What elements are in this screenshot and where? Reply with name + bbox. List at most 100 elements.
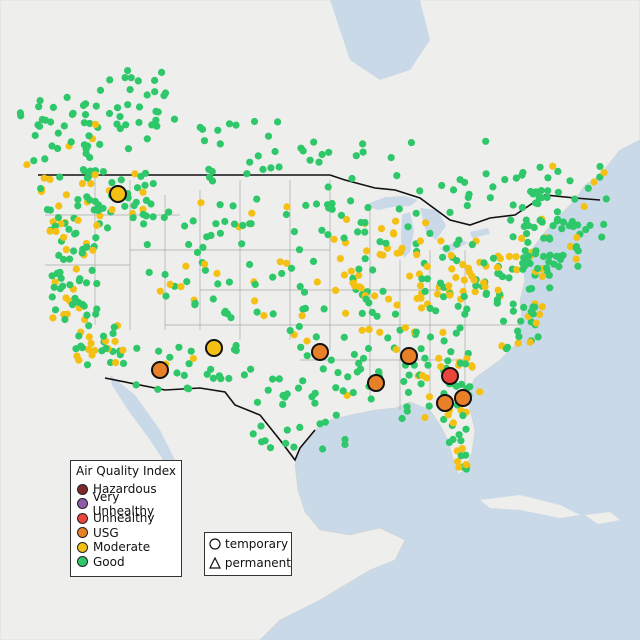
monitor-marker[interactable] [74, 202, 82, 210]
monitor-marker[interactable] [403, 407, 411, 415]
monitor-marker[interactable] [468, 241, 476, 249]
monitor-marker[interactable] [111, 337, 119, 345]
monitor-marker[interactable] [318, 226, 326, 234]
monitor-marker[interactable] [369, 266, 377, 274]
monitor-marker[interactable] [240, 371, 248, 379]
monitor-marker[interactable] [438, 181, 446, 190]
monitor-marker[interactable] [182, 262, 190, 270]
monitor-marker[interactable] [149, 213, 157, 221]
monitor-marker[interactable] [40, 174, 48, 182]
monitor-marker[interactable] [509, 201, 517, 209]
monitor-marker[interactable] [361, 228, 369, 236]
highlighted-monitor-marker[interactable] [311, 343, 329, 361]
monitor-marker[interactable] [376, 328, 384, 336]
monitor-marker[interactable] [99, 332, 108, 340]
monitor-marker[interactable] [31, 131, 39, 140]
monitor-marker[interactable] [513, 266, 521, 274]
monitor-marker[interactable] [57, 220, 65, 228]
monitor-marker[interactable] [452, 273, 460, 282]
monitor-marker[interactable] [412, 209, 420, 217]
monitor-marker[interactable] [553, 208, 562, 216]
monitor-marker[interactable] [239, 221, 247, 229]
monitor-marker[interactable] [538, 272, 547, 280]
monitor-marker[interactable] [446, 208, 454, 216]
monitor-marker[interactable] [537, 187, 545, 195]
monitor-marker[interactable] [61, 315, 69, 324]
monitor-marker[interactable] [54, 144, 62, 153]
monitor-marker[interactable] [373, 312, 381, 320]
monitor-marker[interactable] [327, 356, 335, 364]
monitor-marker[interactable] [185, 360, 193, 368]
monitor-marker[interactable] [363, 247, 371, 255]
monitor-marker[interactable] [276, 258, 284, 266]
monitor-marker[interactable] [358, 309, 366, 317]
monitor-marker[interactable] [87, 180, 95, 188]
monitor-marker[interactable] [69, 109, 77, 117]
monitor-marker[interactable] [93, 280, 101, 288]
monitor-marker[interactable] [85, 333, 93, 341]
monitor-marker[interactable] [482, 290, 490, 298]
monitor-marker[interactable] [376, 250, 384, 259]
monitor-marker[interactable] [466, 383, 474, 391]
monitor-marker[interactable] [30, 157, 38, 165]
monitor-marker[interactable] [193, 248, 202, 256]
monitor-marker[interactable] [254, 152, 262, 160]
monitor-marker[interactable] [337, 211, 345, 219]
monitor-marker[interactable] [66, 255, 74, 263]
monitor-marker[interactable] [342, 309, 350, 317]
monitor-marker[interactable] [463, 202, 471, 210]
monitor-marker[interactable] [137, 172, 145, 180]
monitor-marker[interactable] [416, 237, 424, 245]
monitor-marker[interactable] [203, 233, 211, 241]
monitor-marker[interactable] [274, 118, 282, 126]
monitor-marker[interactable] [92, 234, 100, 242]
monitor-marker[interactable] [507, 216, 515, 224]
monitor-marker[interactable] [119, 359, 128, 367]
monitor-marker[interactable] [452, 329, 460, 337]
monitor-marker[interactable] [283, 203, 291, 211]
monitor-marker[interactable] [110, 323, 118, 331]
monitor-marker[interactable] [501, 176, 509, 184]
monitor-marker[interactable] [170, 115, 179, 123]
monitor-marker[interactable] [189, 354, 197, 363]
monitor-marker[interactable] [121, 202, 129, 210]
monitor-marker[interactable] [404, 223, 412, 231]
monitor-marker[interactable] [283, 426, 291, 434]
monitor-marker[interactable] [455, 431, 463, 439]
monitor-marker[interactable] [357, 365, 365, 373]
monitor-marker[interactable] [330, 235, 338, 243]
monitor-marker[interactable] [596, 162, 604, 171]
highlighted-monitor-marker[interactable] [441, 367, 459, 385]
monitor-marker[interactable] [74, 196, 82, 204]
monitor-marker[interactable] [62, 191, 70, 199]
monitor-marker[interactable] [418, 275, 426, 283]
monitor-marker[interactable] [393, 301, 401, 309]
monitor-marker[interactable] [200, 137, 209, 145]
monitor-marker[interactable] [515, 333, 523, 341]
monitor-marker[interactable] [124, 145, 133, 153]
monitor-marker[interactable] [303, 337, 311, 345]
monitor-marker[interactable] [444, 357, 452, 365]
monitor-marker[interactable] [421, 354, 429, 362]
monitor-marker[interactable] [349, 389, 357, 397]
monitor-marker[interactable] [436, 279, 445, 287]
monitor-marker[interactable] [187, 347, 195, 355]
monitor-marker[interactable] [55, 202, 63, 210]
monitor-marker[interactable] [246, 158, 254, 166]
monitor-marker[interactable] [584, 184, 592, 192]
monitor-marker[interactable] [545, 271, 553, 279]
monitor-marker[interactable] [442, 244, 450, 252]
monitor-marker[interactable] [63, 93, 71, 101]
monitor-marker[interactable] [449, 435, 457, 444]
monitor-marker[interactable] [275, 375, 283, 383]
monitor-marker[interactable] [489, 183, 497, 191]
monitor-marker[interactable] [124, 101, 132, 109]
monitor-marker[interactable] [132, 381, 140, 389]
monitor-marker[interactable] [600, 169, 608, 177]
monitor-marker[interactable] [207, 365, 215, 373]
monitor-marker[interactable] [139, 210, 147, 219]
monitor-marker[interactable] [177, 283, 185, 291]
monitor-marker[interactable] [208, 177, 217, 185]
monitor-marker[interactable] [480, 279, 488, 287]
monitor-marker[interactable] [462, 425, 470, 433]
